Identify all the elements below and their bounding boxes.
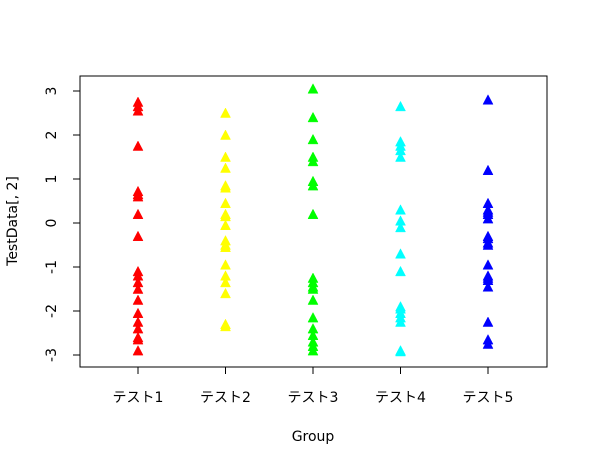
data-point [307,155,319,167]
data-point [132,208,144,219]
y-axis-label: TestData[, 2] [5,176,21,267]
data-point [220,219,231,230]
data-point [482,94,494,105]
x-tick-label: テスト5 [463,390,514,406]
data-point [482,239,494,250]
y-tick-label: 0 [44,219,60,228]
data-point [220,151,231,162]
y-tick-label: -3 [44,348,60,362]
data-point [132,230,144,241]
data-point [132,105,144,116]
data-point [482,316,494,327]
data-point [482,259,494,270]
data-point [132,283,144,294]
data-point [220,259,231,270]
data-point [307,180,319,191]
data-point [220,162,231,173]
data-point [220,107,231,118]
data-point [482,213,494,224]
data-point [220,241,231,252]
data-point [482,164,494,175]
data-point [220,320,231,332]
x-tick-label: テスト4 [375,390,426,406]
x-tick-label: テスト3 [288,390,339,406]
data-point [395,204,406,215]
data-point [220,197,231,208]
data-point [307,345,319,356]
data-point [395,316,406,327]
data-point [220,276,231,288]
y-axis: -3 -2 -1 0 1 2 3 [44,87,81,362]
y-tick-label: -1 [44,260,60,274]
x-tick-label: テスト2 [200,390,251,406]
data-point [307,111,319,123]
x-axis-label: Group [292,429,335,445]
data-point [132,294,144,305]
data-point [395,265,406,277]
data-point [132,345,144,356]
data-point [132,140,144,151]
data-point [395,345,406,357]
data-point [395,100,406,112]
data-point [395,151,406,162]
data-point [220,287,231,299]
data-point [307,133,319,145]
x-tick-label: テスト1 [113,390,164,406]
data-point [307,83,319,94]
data-point [220,129,231,140]
data-point [395,248,406,259]
y-tick-label: 3 [44,87,60,96]
data-point [132,191,144,202]
data-points [132,83,494,357]
y-tick-label: 1 [44,175,60,184]
x-axis: テスト1 テスト2 テスト3 テスト4 テスト5 [113,366,514,406]
data-point [482,338,494,349]
y-tick-label: -2 [44,304,60,318]
y-tick-label: 2 [44,131,60,140]
data-point [132,307,144,318]
data-point [482,281,494,292]
data-point [307,312,319,323]
data-point [132,334,144,345]
data-point [307,208,319,219]
data-point [220,182,231,193]
data-point [395,221,406,233]
data-point [307,283,319,294]
data-point [307,294,319,305]
